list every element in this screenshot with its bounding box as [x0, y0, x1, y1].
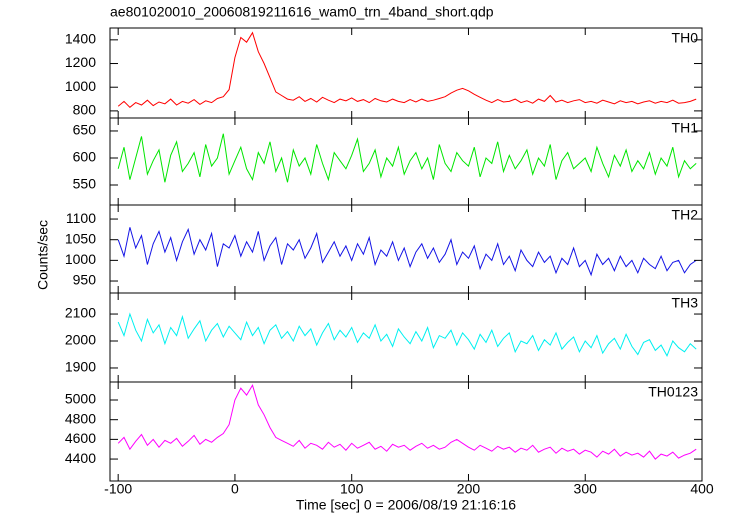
- y-tick-label: 1400: [65, 31, 96, 47]
- panel-label: TH3: [672, 295, 699, 311]
- x-tick-label: 200: [457, 481, 481, 497]
- panel-label: TH0: [672, 30, 699, 46]
- data-line: [117, 133, 697, 183]
- panel-frame: [109, 292, 703, 383]
- y-tick-label: 4400: [65, 450, 96, 466]
- y-tick-label: 650: [73, 122, 97, 138]
- y-tick-label: 2100: [65, 305, 96, 321]
- x-tick-label: 0: [231, 481, 239, 497]
- panel-label: TH0123: [648, 384, 698, 400]
- panel-frame: [109, 27, 703, 119]
- x-tick-label: 400: [690, 481, 714, 497]
- x-tick-label: -100: [104, 481, 132, 497]
- data-line: [117, 383, 697, 460]
- panel-label: TH2: [672, 207, 699, 223]
- y-tick-label: 4800: [65, 410, 96, 426]
- y-tick-label: 1900: [65, 359, 96, 375]
- y-tick-label: 2000: [65, 332, 96, 348]
- x-axis-label: Time [sec] 0 = 2006/08/19 21:16:16: [296, 497, 516, 513]
- panel-label: TH1: [672, 120, 699, 136]
- y-tick-label: 5000: [65, 391, 96, 407]
- y-tick-label: 1050: [65, 230, 96, 246]
- y-tick-label: 800: [73, 102, 97, 118]
- panel-frame: [109, 381, 703, 482]
- panel-frame: [109, 204, 703, 294]
- y-tick-label: 950: [73, 272, 97, 288]
- y-tick-label: 1000: [65, 78, 96, 94]
- y-tick-label: 4600: [65, 430, 96, 446]
- data-line: [117, 31, 697, 108]
- data-line: [117, 227, 697, 277]
- x-tick-label: 100: [340, 481, 364, 497]
- y-tick-label: 1000: [65, 251, 96, 267]
- y-axis-label: Counts/sec: [35, 220, 51, 290]
- y-tick-label: 600: [73, 149, 97, 165]
- data-line: [117, 312, 697, 357]
- y-tick-label: 1200: [65, 54, 96, 70]
- y-tick-label: 1100: [66, 210, 96, 226]
- x-tick-label: 300: [574, 481, 598, 497]
- y-tick-label: 550: [73, 176, 97, 192]
- chart-title: ae801020010_20060819211616_wam0_trn_4ban…: [110, 4, 494, 20]
